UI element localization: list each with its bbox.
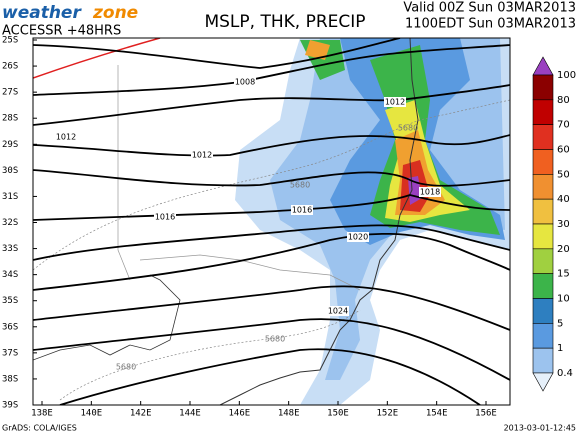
lat-label: 30S bbox=[2, 166, 18, 176]
local-time: 1100EDT Sun 03MAR2013 bbox=[405, 17, 576, 32]
contour-label: 1020 bbox=[348, 233, 368, 242]
colorbar-box bbox=[532, 248, 554, 274]
contour-label: 1012 bbox=[385, 98, 405, 107]
colorbar-box bbox=[532, 223, 554, 250]
colorbar-label: 5 bbox=[557, 318, 563, 329]
colorbar-box bbox=[532, 149, 554, 175]
contour-label-bg bbox=[384, 97, 406, 107]
isobars bbox=[33, 38, 510, 405]
colorbar-label: 0.4 bbox=[557, 368, 573, 379]
contour-label: 1012 bbox=[192, 151, 212, 160]
contour-label-bg bbox=[191, 150, 213, 160]
colorbar-label: 60 bbox=[557, 145, 570, 156]
colorbar-label: 80 bbox=[557, 95, 570, 106]
lat-label: 29S bbox=[2, 140, 18, 150]
lat-label: 38S bbox=[2, 374, 18, 384]
lon-label: 146E bbox=[228, 409, 250, 419]
thickness-line bbox=[33, 38, 161, 79]
lat-label: 31S bbox=[2, 192, 18, 202]
contour-label-bg bbox=[419, 187, 441, 197]
lon-label: 144E bbox=[179, 409, 201, 419]
lon-label: 148E bbox=[278, 409, 300, 419]
lat-label: 37S bbox=[2, 348, 18, 358]
lat-label: 35S bbox=[2, 296, 18, 306]
logo-zone: zone bbox=[92, 3, 138, 23]
colorbar-box bbox=[532, 323, 554, 349]
coastline bbox=[33, 274, 181, 361]
contour-label-bg bbox=[327, 306, 349, 316]
colorbar-box bbox=[532, 273, 554, 299]
footer-timestamp: 2013-03-01-12:45 bbox=[504, 424, 576, 433]
lat-label: 36S bbox=[2, 322, 18, 332]
colorbar-label: 10 bbox=[557, 294, 570, 305]
precip-area bbox=[305, 40, 330, 60]
contour-label: 1012 bbox=[56, 133, 76, 142]
lon-label: 142E bbox=[130, 409, 152, 419]
colorbar-box bbox=[532, 174, 554, 200]
colorbar-cap bbox=[532, 372, 554, 392]
colorbar-box bbox=[532, 99, 554, 125]
lat-label: 25S bbox=[2, 36, 18, 46]
lon-label: 138E bbox=[31, 409, 53, 419]
coastline bbox=[219, 38, 419, 405]
contour-label: 1016 bbox=[155, 213, 175, 222]
contour-label: 5680 bbox=[398, 124, 418, 133]
valid-time: Valid 00Z Sun 03MAR2013 bbox=[403, 1, 576, 16]
contour-label: 5680 bbox=[265, 335, 285, 344]
contour-label: 1008 bbox=[235, 78, 255, 87]
thickness-line bbox=[33, 99, 510, 271]
contour-labels: 1008 1012 1012 1012 1018 1016 1016 1020 1024 5680… bbox=[55, 77, 441, 372]
lon-label: 150E bbox=[327, 409, 349, 419]
contour-label: 1016 bbox=[292, 206, 312, 215]
colorbar-label: 1 bbox=[557, 343, 563, 354]
lat-label: 32S bbox=[2, 218, 18, 228]
colorbar-label: 30 bbox=[557, 219, 570, 230]
lat-label: 33S bbox=[2, 244, 18, 254]
lon-label: 152E bbox=[376, 409, 398, 419]
contour-label: 5680 bbox=[290, 181, 310, 190]
lat-label: 34S bbox=[2, 270, 18, 280]
contour-label-bg bbox=[347, 232, 369, 242]
colorbar-label: 20 bbox=[557, 244, 570, 255]
lon-label: 154E bbox=[426, 409, 448, 419]
lat-label: 26S bbox=[2, 62, 18, 72]
title: MSLP, THK, PRECIP bbox=[204, 12, 365, 32]
contour-label: 5680 bbox=[116, 363, 136, 372]
map-body: 1008 1012 1012 1012 1018 1016 1016 1020 1024 5680… bbox=[33, 38, 510, 405]
colorbar-label: 100 bbox=[557, 70, 576, 81]
lat-label: 39S bbox=[2, 401, 18, 411]
colorbar: 100 80 70 60 50 40 30 20 15 10 5 1 0.4 bbox=[532, 56, 576, 392]
logo-weather: weather bbox=[2, 3, 82, 23]
contour-label-bg bbox=[234, 77, 256, 87]
colorbar-label: 50 bbox=[557, 169, 570, 180]
contour-label: 1018 bbox=[420, 188, 440, 197]
colorbar-box bbox=[532, 198, 554, 225]
contour-label-bg bbox=[291, 205, 313, 215]
colorbar-label: 70 bbox=[557, 120, 570, 131]
footer-credit: GrADS: COLA/IGES bbox=[2, 424, 77, 433]
colorbar-box bbox=[532, 124, 554, 150]
contour-label: 1024 bbox=[328, 307, 348, 316]
thickness-line bbox=[59, 309, 361, 401]
lon-label: 140E bbox=[80, 409, 102, 419]
colorbar-box bbox=[532, 298, 554, 324]
contour-label-bg bbox=[154, 212, 176, 222]
colorbar-box bbox=[532, 74, 554, 101]
lon-labels: 138E 140E 142E 144E 146E 148E 150E 152E 154E 156E bbox=[31, 401, 497, 419]
lon-label: 156E bbox=[475, 409, 497, 419]
lat-labels: 25S 26S 27S 28S 29S 30S 31S 32S 33S 34S 35S 36S 37S 3… bbox=[2, 36, 37, 411]
colorbar-box bbox=[532, 347, 554, 374]
lat-label: 27S bbox=[2, 88, 18, 98]
model-label: ACCESSR +48HRS bbox=[2, 24, 121, 39]
colorbar-label: 40 bbox=[557, 194, 570, 205]
map-frame bbox=[32, 37, 511, 406]
contour-label-bg bbox=[55, 132, 77, 142]
lat-label: 28S bbox=[2, 114, 18, 124]
state-border bbox=[117, 65, 361, 291]
colorbar-label: 15 bbox=[557, 269, 570, 280]
